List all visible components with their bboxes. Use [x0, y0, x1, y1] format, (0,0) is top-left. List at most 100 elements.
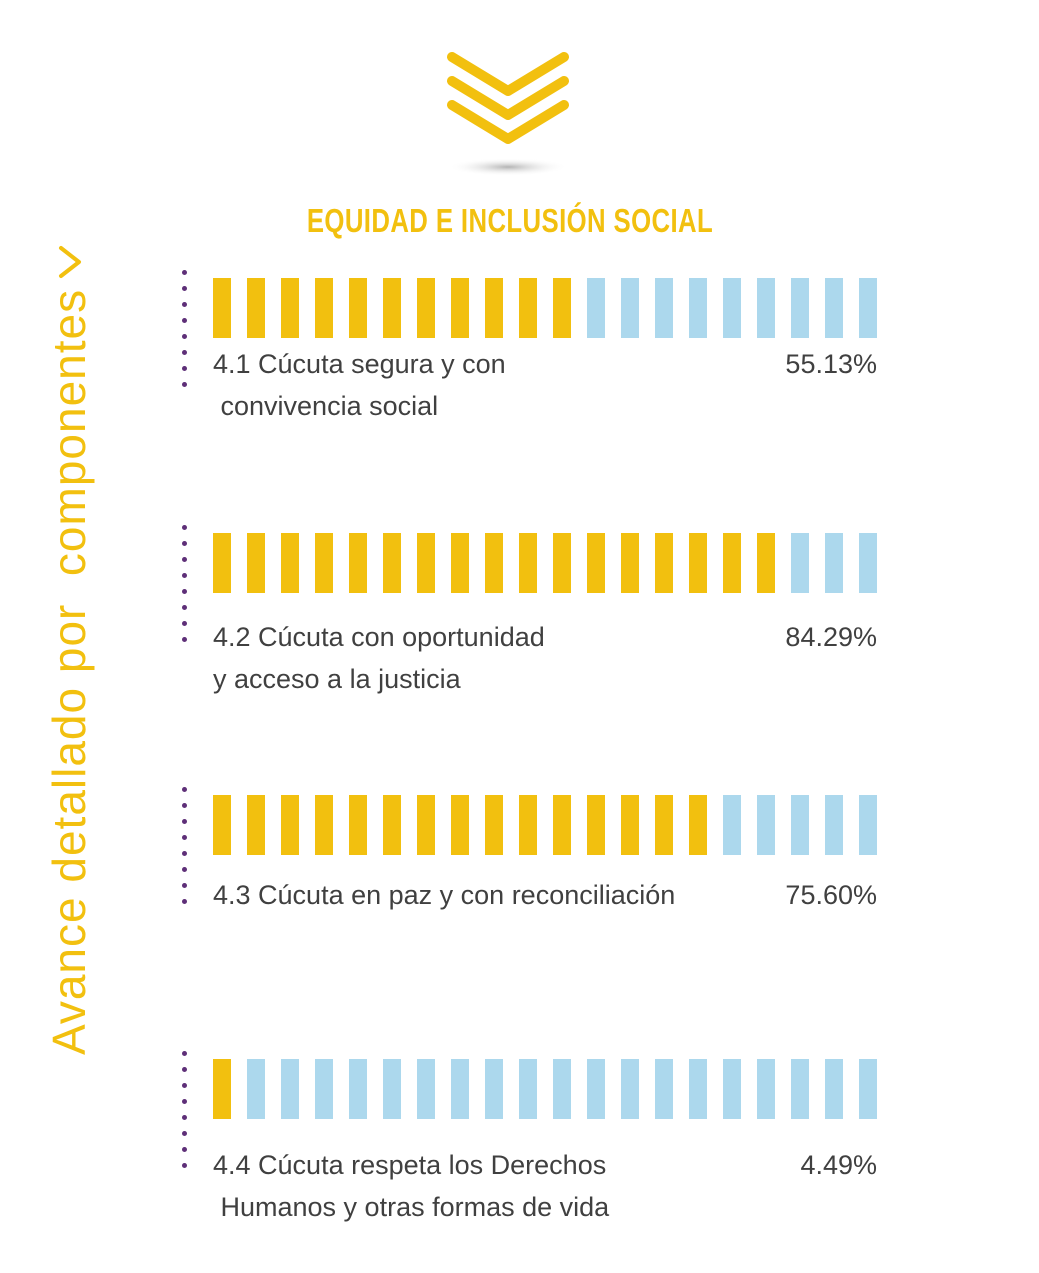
dot — [182, 803, 187, 808]
bar-segment-empty — [757, 1059, 775, 1119]
bar-segment-filled — [689, 533, 707, 593]
bar-segment-filled — [383, 533, 401, 593]
bar-segment-empty — [417, 1059, 435, 1119]
bar-segment-filled — [451, 795, 469, 855]
bar-segment-filled — [519, 533, 537, 593]
bar-segment-filled — [451, 278, 469, 338]
bar-segment-empty — [757, 278, 775, 338]
dot — [182, 637, 187, 642]
bar-segment-filled — [757, 533, 775, 593]
bar-segment-filled — [553, 795, 571, 855]
bar-segment-filled — [247, 533, 265, 593]
bar-segment-filled — [689, 795, 707, 855]
side-title-text: Avance detallado por componentes — [43, 288, 95, 1055]
bar-segment-filled — [213, 533, 231, 593]
segmented-progress-bar — [213, 795, 877, 855]
bar-segment-filled — [383, 795, 401, 855]
bar-segment-filled — [485, 278, 503, 338]
dotted-marker — [182, 270, 187, 398]
segmented-progress-bar — [213, 278, 877, 338]
bar-segment-empty — [519, 1059, 537, 1119]
bar-segment-empty — [859, 533, 877, 593]
bar-segment-empty — [587, 1059, 605, 1119]
dot — [182, 835, 187, 840]
bar-segment-empty — [723, 1059, 741, 1119]
bar-segment-filled — [587, 533, 605, 593]
dot — [182, 1131, 187, 1136]
bar-segment-empty — [247, 1059, 265, 1119]
dotted-marker — [182, 1051, 187, 1179]
bar-segment-empty — [485, 1059, 503, 1119]
bar-segment-empty — [689, 278, 707, 338]
bar-segment-empty — [655, 1059, 673, 1119]
bar-segment-filled — [315, 278, 333, 338]
bar-segment-filled — [213, 1059, 231, 1119]
component-value: 55.13% — [785, 349, 877, 379]
bar-segment-filled — [553, 533, 571, 593]
bar-segment-filled — [349, 533, 367, 593]
bar-segment-empty — [315, 1059, 333, 1119]
bar-segment-empty — [825, 278, 843, 338]
bar-segment-empty — [825, 533, 843, 593]
dot — [182, 1083, 187, 1088]
dot — [182, 541, 187, 546]
dot — [182, 1099, 187, 1104]
segmented-progress-bar — [213, 1059, 877, 1119]
dot — [182, 1147, 187, 1152]
dot — [182, 366, 187, 371]
dot — [182, 557, 187, 562]
dot — [182, 867, 187, 872]
dot — [182, 382, 187, 387]
bar-segment-filled — [315, 533, 333, 593]
chevron-right-icon — [59, 245, 81, 278]
bar-segment-filled — [655, 795, 673, 855]
bar-segment-filled — [315, 795, 333, 855]
bar-segment-filled — [247, 278, 265, 338]
dot — [182, 525, 187, 530]
dotted-marker — [182, 525, 187, 653]
bar-segment-filled — [519, 278, 537, 338]
triple-chevron-down-icon — [447, 52, 569, 176]
dot — [182, 1067, 187, 1072]
bar-segment-filled — [213, 795, 231, 855]
bar-segment-filled — [723, 533, 741, 593]
bar-segment-filled — [621, 795, 639, 855]
bar-segment-empty — [791, 278, 809, 338]
bar-segment-empty — [281, 1059, 299, 1119]
bar-segment-empty — [621, 278, 639, 338]
dot — [182, 573, 187, 578]
bar-segment-empty — [791, 1059, 809, 1119]
bar-segment-filled — [247, 795, 265, 855]
component-value: 84.29% — [785, 622, 877, 652]
component-label: 4.4 Cúcuta respeta los Derechos Humanos … — [213, 1150, 610, 1222]
dot — [182, 286, 187, 291]
dot — [182, 899, 187, 904]
dot — [182, 621, 187, 626]
bar-segment-filled — [213, 278, 231, 338]
bar-segment-filled — [621, 533, 639, 593]
chart-title: EQUIDAD E INCLUSIÓN SOCIAL — [306, 202, 714, 239]
dot — [182, 819, 187, 824]
bar-segment-empty — [383, 1059, 401, 1119]
bar-segment-filled — [587, 795, 605, 855]
bar-segment-filled — [349, 278, 367, 338]
component-value: 75.60% — [785, 880, 877, 910]
side-title: Avance detallado por componentes — [42, 245, 96, 1055]
bar-segment-empty — [791, 533, 809, 593]
bar-segment-empty — [859, 795, 877, 855]
component-label: 4.1 Cúcuta segura y con convivencia soci… — [213, 349, 506, 421]
bar-segment-filled — [485, 533, 503, 593]
bar-segment-filled — [281, 795, 299, 855]
bar-segment-empty — [689, 1059, 707, 1119]
dot — [182, 1115, 187, 1120]
bar-segment-filled — [349, 795, 367, 855]
bar-segment-empty — [825, 1059, 843, 1119]
dot — [182, 270, 187, 275]
dot — [182, 318, 187, 323]
bar-segment-filled — [655, 533, 673, 593]
bar-segment-empty — [723, 795, 741, 855]
bar-segment-empty — [791, 795, 809, 855]
bar-segment-empty — [349, 1059, 367, 1119]
bar-segment-filled — [519, 795, 537, 855]
dot — [182, 350, 187, 355]
